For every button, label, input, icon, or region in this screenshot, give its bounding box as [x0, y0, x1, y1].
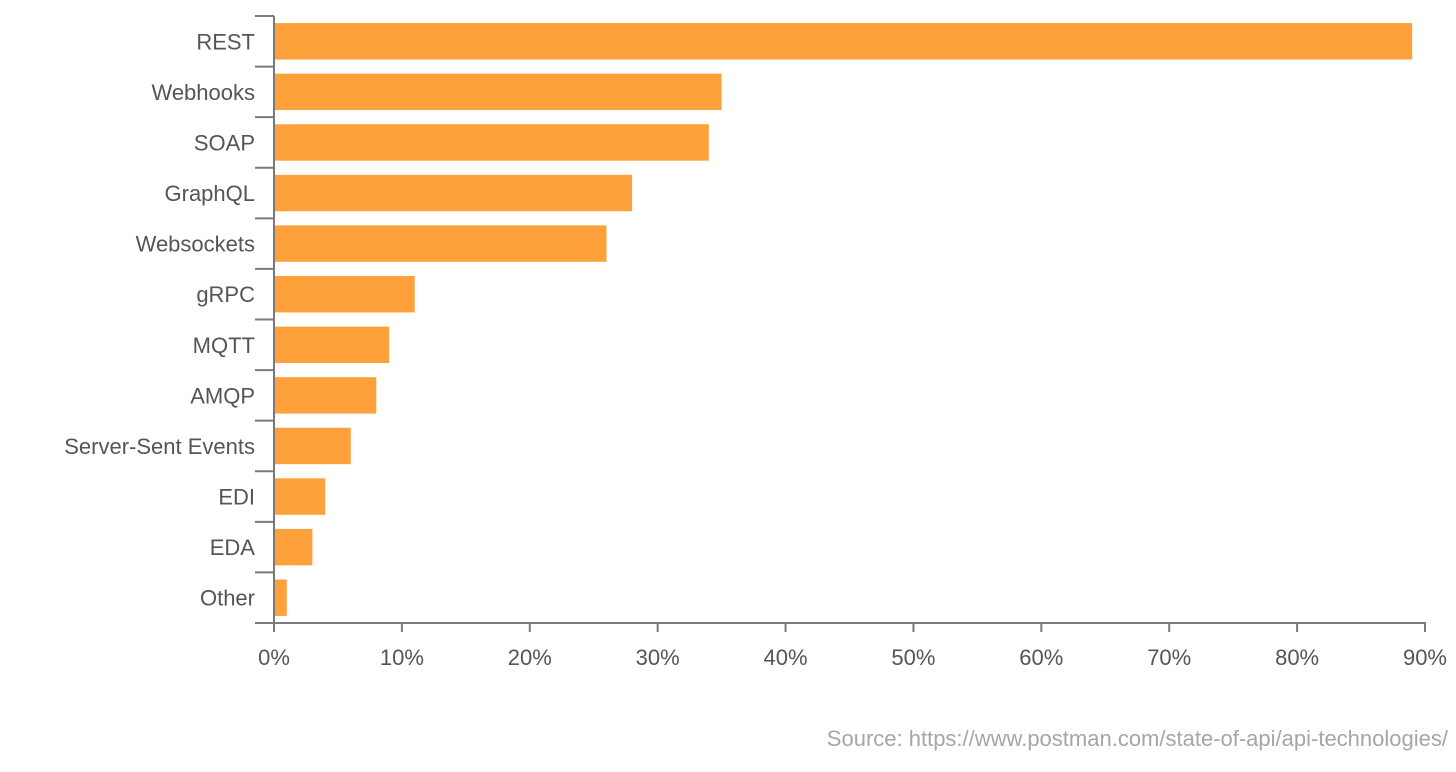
category-label-server-sent-events: Server-Sent Events — [64, 434, 255, 459]
bar-websockets — [275, 225, 607, 262]
x-tick-label-90: 90% — [1403, 645, 1447, 670]
bar-mqtt — [275, 326, 390, 363]
bar-eda — [275, 528, 313, 566]
category-label-websockets: Websockets — [136, 232, 255, 257]
x-tick-label-50: 50% — [891, 645, 935, 670]
x-tick-label-0: 0% — [258, 645, 290, 670]
category-label-soap: SOAP — [194, 130, 255, 155]
bar-rest — [275, 23, 1413, 60]
category-label-edi: EDI — [218, 485, 255, 510]
category-label-mqtt: MQTT — [193, 333, 255, 358]
category-labels: REST Webhooks SOAP GraphQL Websockets gRPC MQT… — [64, 29, 255, 610]
x-tick-label-60: 60% — [1019, 645, 1063, 670]
x-tick-label-30: 30% — [636, 645, 680, 670]
bar-webhooks — [275, 73, 722, 111]
bar-graphql — [275, 174, 633, 212]
x-tick-label-20: 20% — [508, 645, 552, 670]
x-tick-label-80: 80% — [1275, 645, 1319, 670]
bar-edi — [275, 478, 326, 515]
x-tick-label-70: 70% — [1147, 645, 1191, 670]
x-tick-label-10: 10% — [380, 645, 424, 670]
category-label-graphql: GraphQL — [165, 181, 256, 206]
x-tick-labels: 0% 10% 20% 30% 40% 50% 60% 70% 80% 90% — [258, 645, 1447, 670]
category-label-grpc: gRPC — [196, 282, 255, 307]
category-label-other: Other — [200, 586, 255, 611]
source-caption: Source: https://www.postman.com/state-of… — [826, 726, 1448, 751]
bar-soap — [275, 124, 709, 161]
bar-server-sent-events — [275, 427, 351, 465]
bar-amqp — [275, 377, 377, 414]
axes-group — [255, 15, 1426, 632]
category-label-eda: EDA — [210, 535, 256, 560]
x-tick-label-40: 40% — [764, 645, 808, 670]
bar-grpc — [275, 276, 415, 313]
category-label-rest: REST — [196, 29, 255, 54]
category-label-amqp: AMQP — [190, 383, 255, 408]
category-label-webhooks: Webhooks — [151, 80, 255, 105]
bars-group — [275, 23, 1413, 616]
bar-other — [275, 579, 287, 616]
